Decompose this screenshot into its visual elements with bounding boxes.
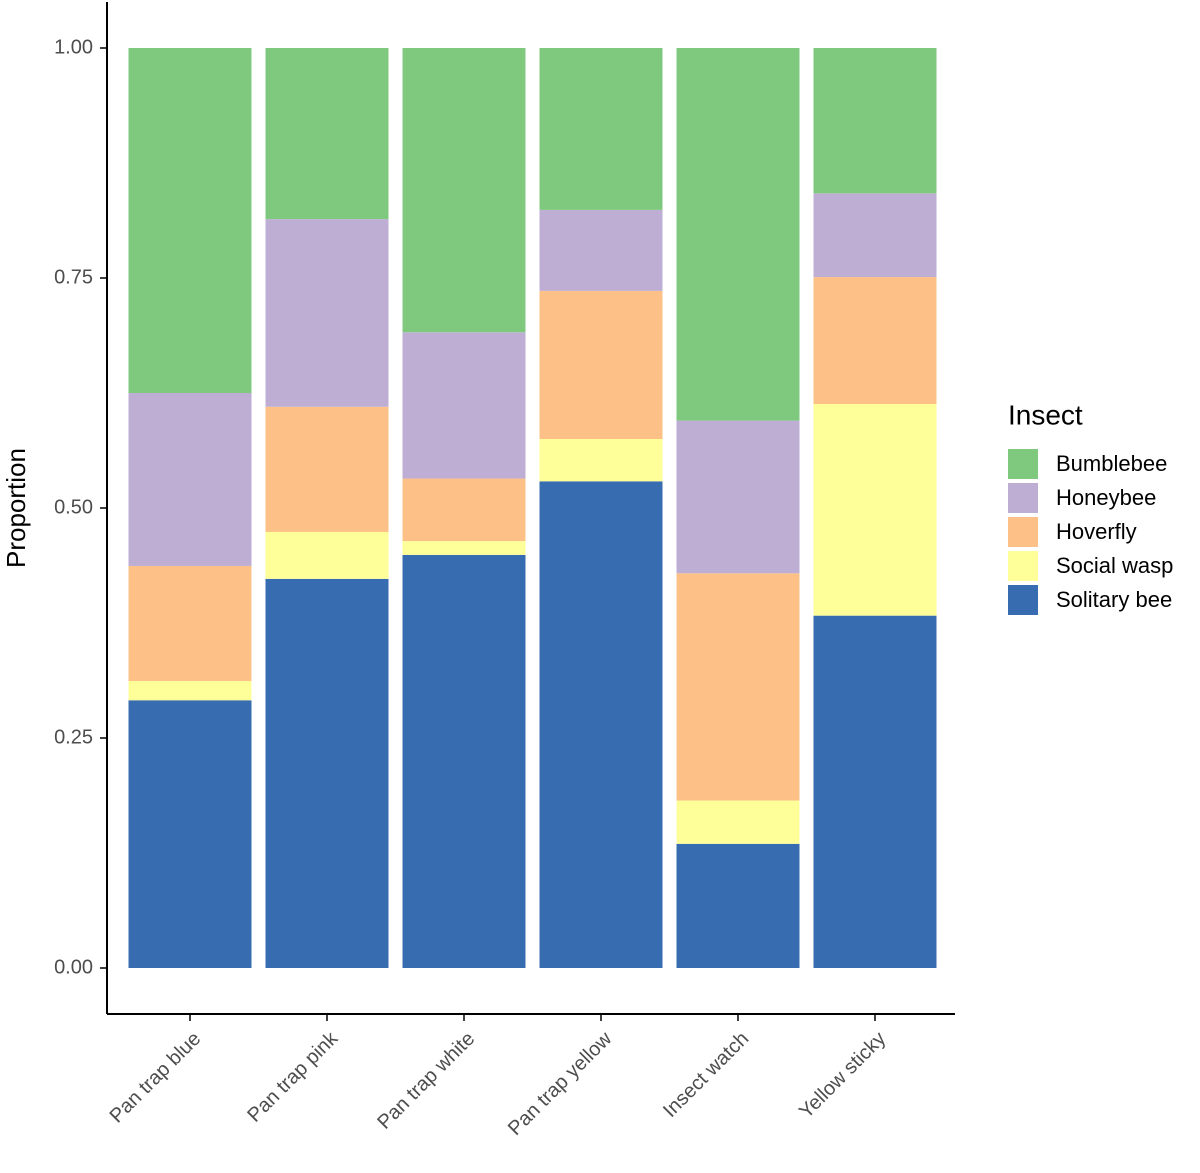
- bar-segment: [539, 481, 663, 968]
- legend-title: Insect: [1008, 399, 1083, 430]
- legend-key: [1008, 551, 1038, 581]
- bar-segment: [402, 332, 526, 479]
- bar-segment: [539, 48, 663, 210]
- bar-segment: [676, 420, 800, 574]
- y-tick-label: 0.25: [54, 726, 93, 748]
- bar-segment: [402, 554, 526, 968]
- bar-segment: [265, 219, 389, 407]
- bar-segment: [539, 209, 663, 291]
- bar-segment: [813, 193, 937, 278]
- bar-segment: [813, 277, 937, 405]
- legend-key: [1008, 585, 1038, 615]
- bar-segment: [676, 48, 800, 421]
- legend-label: Hoverfly: [1056, 519, 1137, 544]
- bar-segment: [128, 565, 252, 681]
- bar-segment: [128, 393, 252, 566]
- y-tick-label: 0.50: [54, 496, 93, 518]
- x-tick-label: Pan trap blue: [106, 1028, 206, 1128]
- bar-segment: [813, 404, 937, 616]
- legend-key: [1008, 483, 1038, 513]
- bar-segment: [676, 843, 800, 968]
- bar-segment: [265, 578, 389, 968]
- y-axis-label: Proportion: [1, 448, 31, 568]
- y-tick-label: 0.00: [54, 956, 93, 978]
- bar-segment: [402, 48, 526, 333]
- legend-key: [1008, 517, 1038, 547]
- y-tick-label: 1.00: [54, 36, 93, 58]
- bar-segment: [128, 680, 252, 701]
- legend-label: Honeybee: [1056, 485, 1156, 510]
- bar-segment: [813, 48, 937, 194]
- legend-label: Bumblebee: [1056, 451, 1167, 476]
- legend-key: [1008, 449, 1038, 479]
- bar-segment: [813, 615, 937, 968]
- x-tick-label: Pan trap white: [373, 1028, 479, 1134]
- bar-segment: [539, 290, 663, 439]
- bar-segment: [265, 531, 389, 579]
- bar-segment: [128, 700, 252, 968]
- x-tick-label: Pan trap pink: [243, 1027, 343, 1127]
- bar-segment: [676, 573, 800, 801]
- x-tick-label: Insect watch: [659, 1028, 753, 1122]
- x-tick-label: Pan trap yellow: [504, 1027, 617, 1140]
- legend-label: Solitary bee: [1056, 587, 1172, 612]
- legend-label: Social wasp: [1056, 553, 1173, 578]
- bar-segment: [539, 439, 663, 482]
- bar-segment: [128, 48, 252, 393]
- x-tick-label: Yellow sticky: [795, 1028, 890, 1123]
- bar-segment: [676, 800, 800, 844]
- bar-segment: [265, 48, 389, 220]
- bar-segment: [265, 406, 389, 532]
- bar-segment: [402, 541, 526, 555]
- y-tick-label: 0.75: [54, 266, 93, 288]
- bar-segment: [402, 478, 526, 542]
